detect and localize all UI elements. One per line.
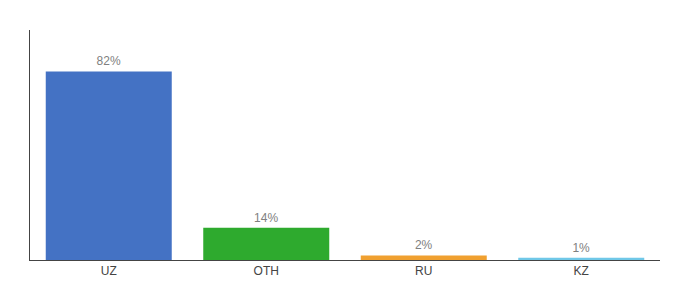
- svg-text:2%: 2%: [415, 238, 433, 252]
- svg-text:KZ: KZ: [574, 264, 589, 278]
- svg-text:RU: RU: [415, 264, 432, 278]
- svg-text:OTH: OTH: [254, 264, 279, 278]
- svg-text:1%: 1%: [572, 241, 590, 255]
- svg-text:UZ: UZ: [101, 264, 117, 278]
- svg-text:14%: 14%: [254, 211, 278, 225]
- svg-text:82%: 82%: [97, 54, 121, 68]
